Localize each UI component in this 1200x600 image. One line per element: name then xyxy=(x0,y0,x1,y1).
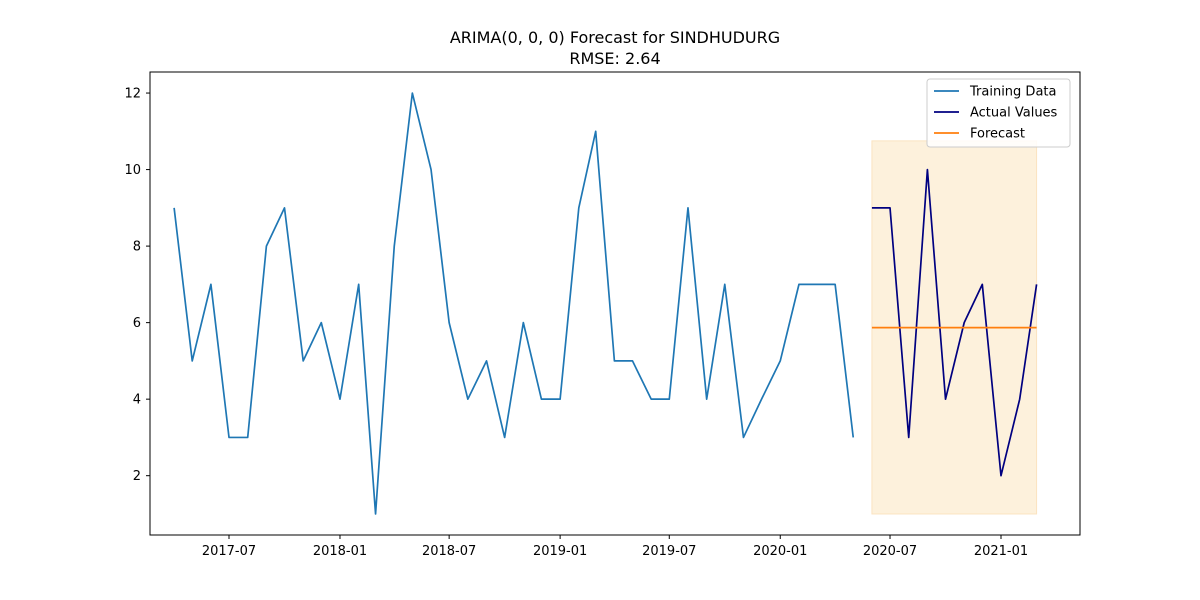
axes-frame xyxy=(149,71,1081,536)
y-tick-label: 8 xyxy=(133,240,141,255)
x-axis-ticks: 2017-07 2018-01 2018-07 2019-01 2019-07 2020-… xyxy=(202,535,1028,559)
x-tick-label: 2020-07 xyxy=(863,544,917,559)
chart-subtitle: RMSE: 2.64 xyxy=(569,49,660,68)
legend-label: Actual Values xyxy=(970,106,1058,121)
y-axis-ticks: 2 4 6 8 10 12 xyxy=(124,87,150,484)
x-tick-label: 2020-01 xyxy=(753,544,807,559)
x-tick-label: 2018-07 xyxy=(422,544,476,559)
series-layer xyxy=(173,92,1038,515)
legend-label: Forecast xyxy=(970,127,1025,142)
legend-box xyxy=(926,78,1071,148)
legend-label: Training Data xyxy=(969,85,1056,100)
y-tick-label: 2 xyxy=(133,469,141,484)
y-tick-label: 10 xyxy=(124,163,141,178)
x-tick-label: 2019-01 xyxy=(533,544,587,559)
y-tick-label: 6 xyxy=(133,316,141,331)
y-tick-label: 4 xyxy=(133,393,141,408)
x-tick-label: 2017-07 xyxy=(202,544,256,559)
series-line-training-data xyxy=(173,92,855,515)
chart-title: ARIMA(0, 0, 0) Forecast for SINDHUDURG xyxy=(450,28,780,47)
series-line-actual-values xyxy=(871,168,1038,477)
y-tick-label: 12 xyxy=(124,87,141,102)
legend: Training Data Actual Values Forecast xyxy=(926,78,1071,148)
x-tick-label: 2018-01 xyxy=(313,544,367,559)
x-tick-label: 2021-01 xyxy=(974,544,1028,559)
x-tick-label: 2019-07 xyxy=(642,544,696,559)
